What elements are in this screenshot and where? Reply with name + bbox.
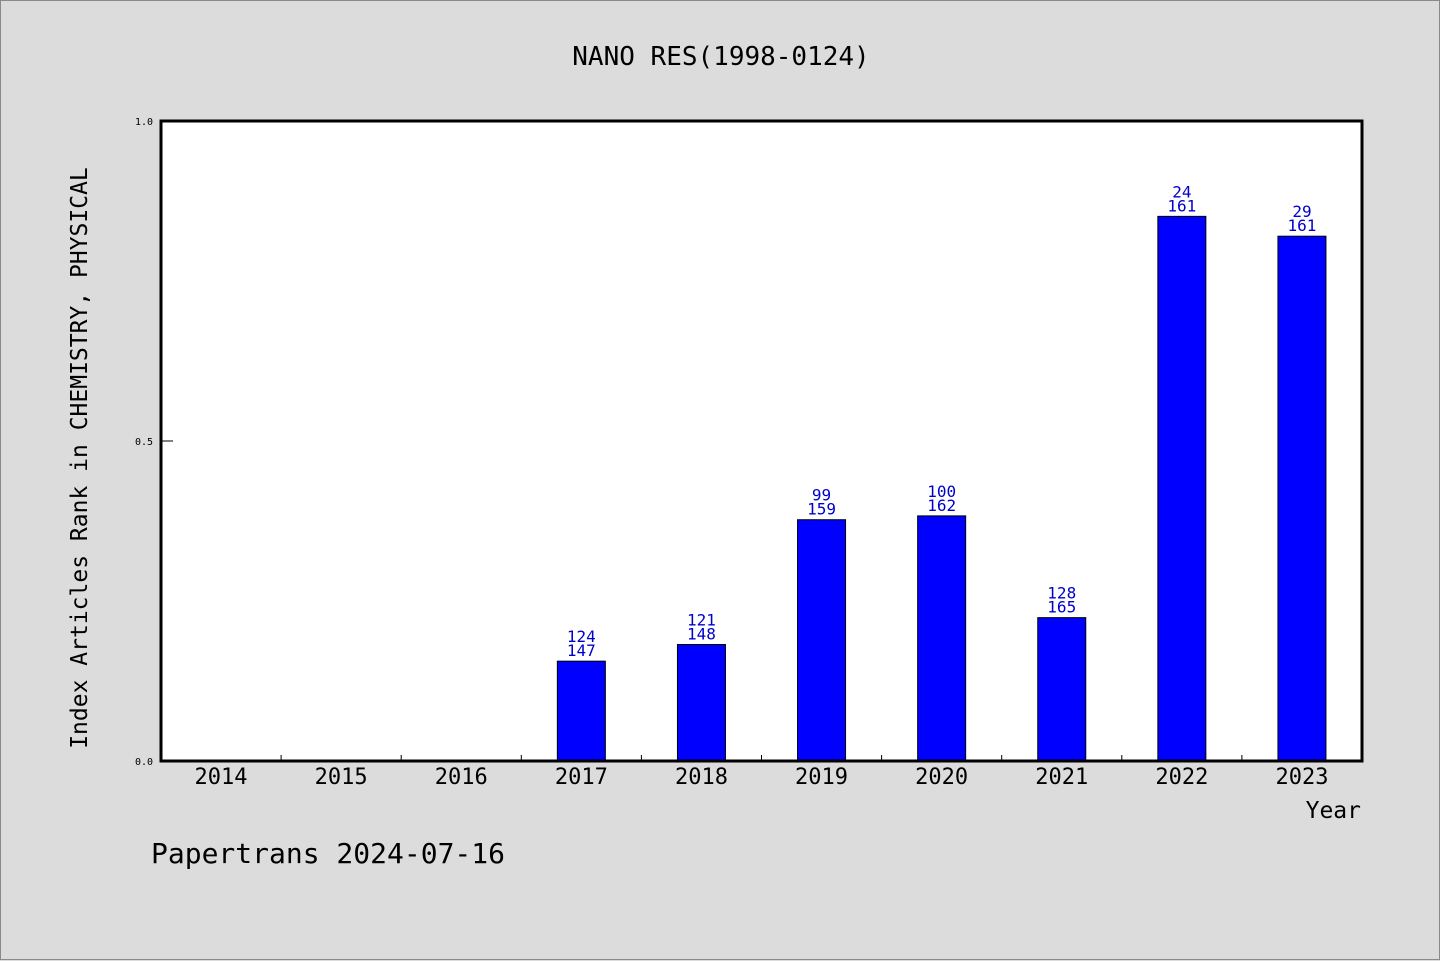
bar-label-total: 161 [1167, 196, 1196, 215]
bar-label-rank: 121 [687, 611, 716, 630]
footer-text: Papertrans 2024-07-16 [151, 837, 505, 870]
bar-label-total: 161 [1287, 216, 1316, 235]
bar-2021 [1037, 617, 1087, 762]
bar-2019 [797, 519, 847, 762]
bars-layer [556, 215, 1327, 762]
y-tick-label: 1.0 [135, 117, 153, 128]
bar-label-total: 148 [687, 625, 716, 644]
bar-2022 [1157, 215, 1207, 762]
bar-label-total: 162 [927, 496, 956, 515]
y-tick-label: 0.0 [135, 757, 153, 768]
bar-label-rank: 128 [1047, 584, 1076, 603]
chart-title: NANO RES(1998-0124) [572, 42, 869, 72]
x-tick-label: 2018 [675, 765, 728, 790]
x-tick-label: 2022 [1155, 765, 1208, 790]
x-tick-label: 2017 [555, 765, 608, 790]
x-axis-label: Year [1306, 798, 1361, 824]
x-tick-label: 2021 [1035, 765, 1088, 790]
bar-label-total: 147 [567, 641, 596, 660]
bar-label-total: 165 [1047, 598, 1076, 617]
plot-border [159, 119, 1364, 763]
bar-2023 [1277, 235, 1327, 762]
bar-label-rank: 29 [1292, 202, 1311, 221]
bar-2017 [556, 660, 606, 762]
x-tick-label: 2020 [915, 765, 968, 790]
bar-label-rank: 124 [567, 627, 596, 646]
bar-label-rank: 24 [1172, 182, 1191, 201]
bar-label-rank: 100 [927, 482, 956, 501]
x-tick-label: 2019 [795, 765, 848, 790]
bar-label-rank: 99 [812, 486, 831, 505]
y-tick-label: 0.5 [135, 437, 153, 448]
bar-2018 [676, 644, 726, 762]
bar-label-total: 159 [807, 500, 836, 519]
x-tick-label: 2014 [195, 765, 248, 790]
x-tick-label: 2015 [315, 765, 368, 790]
x-axis: 2014 2015 2016 2017 2018 2019 2020 2021 2022 2023 [195, 755, 1328, 790]
x-tick-label: 2023 [1275, 765, 1328, 790]
bar-2020 [917, 515, 967, 762]
x-tick-label: 2016 [435, 765, 488, 790]
y-axis-label: Index Articles Rank in CHEMISTRY, PHYSIC… [67, 167, 93, 749]
